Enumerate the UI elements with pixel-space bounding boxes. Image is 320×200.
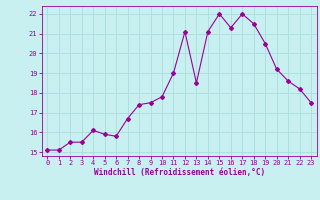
X-axis label: Windchill (Refroidissement éolien,°C): Windchill (Refroidissement éolien,°C)	[94, 168, 265, 177]
